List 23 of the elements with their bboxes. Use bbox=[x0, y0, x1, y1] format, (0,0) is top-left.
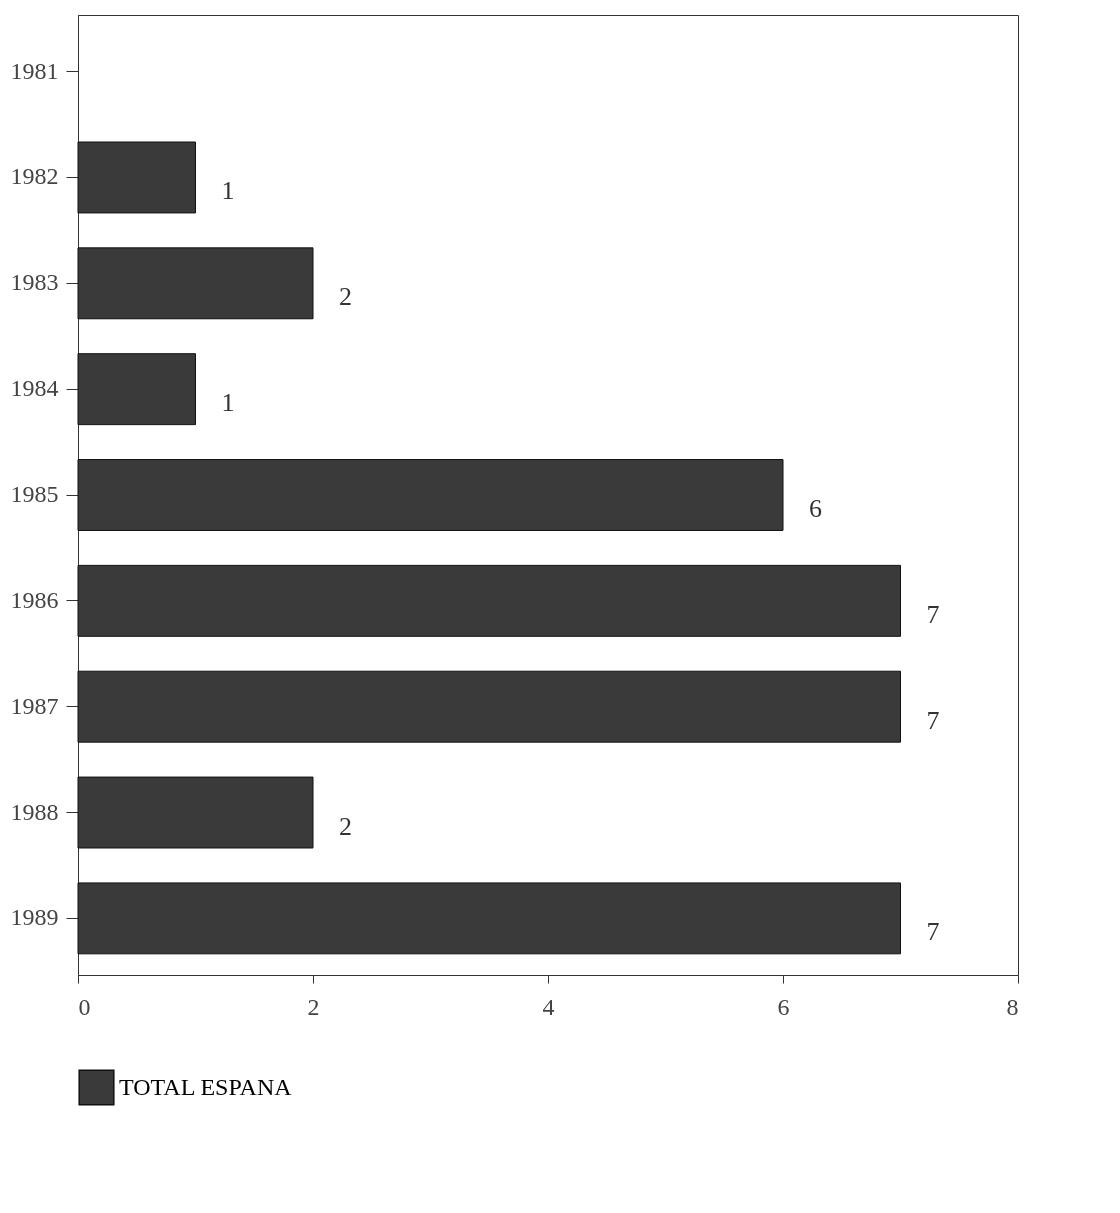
data-label: 6 bbox=[809, 494, 822, 523]
y-tick-label: 1981 bbox=[10, 57, 59, 84]
y-tick-label: 1988 bbox=[10, 798, 59, 825]
data-label: 1 bbox=[221, 176, 235, 206]
x-tick-label: 6 bbox=[777, 993, 790, 1020]
x-tick-label: 4 bbox=[542, 993, 555, 1020]
y-tick-label: 1984 bbox=[10, 375, 59, 402]
data-label: 2 bbox=[339, 282, 352, 312]
legend-label: TOTAL ESPANA bbox=[119, 1073, 293, 1100]
data-label: 7 bbox=[926, 705, 940, 735]
y-tick-label: 1982 bbox=[10, 163, 59, 190]
x-tick-label: 0 bbox=[78, 993, 91, 1020]
y-tick-label: 1985 bbox=[10, 481, 59, 507]
data-label: 7 bbox=[926, 917, 940, 947]
data-label: 2 bbox=[339, 811, 352, 841]
y-tick-label: 1983 bbox=[10, 269, 59, 296]
y-tick-label: 1986 bbox=[10, 586, 59, 613]
data-label: 7 bbox=[926, 599, 940, 629]
data-label: 1 bbox=[221, 388, 235, 418]
y-tick-label: 1989 bbox=[10, 904, 59, 931]
x-tick-label: 8 bbox=[1006, 993, 1019, 1020]
y-tick-label: 1987 bbox=[10, 692, 59, 719]
x-tick-label: 2 bbox=[307, 993, 320, 1020]
